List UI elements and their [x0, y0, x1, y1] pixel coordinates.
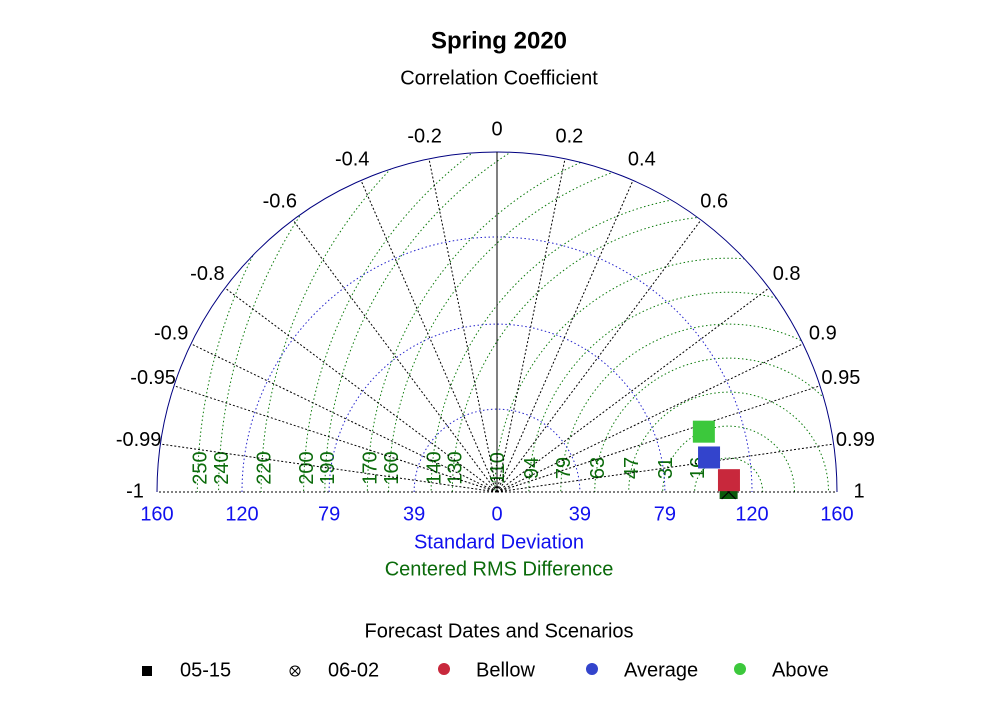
sd-ring	[413, 408, 581, 493]
sd-tick-label: 79	[318, 503, 340, 525]
legend-marker	[289, 665, 301, 677]
corr-tick-label: 0.99	[836, 429, 875, 451]
legend-marker	[142, 666, 152, 676]
rms-tick-label: 47	[621, 457, 643, 479]
corr-ray	[360, 180, 498, 493]
corr-ray	[496, 385, 821, 493]
data-point	[692, 420, 715, 443]
legend-label: Bellow	[476, 659, 535, 681]
rms-tick-label: 79	[553, 457, 575, 479]
sd-tick-label: 160	[820, 503, 853, 525]
sd-tick-label: 79	[654, 503, 676, 525]
corr-tick-label: -0.8	[190, 263, 224, 285]
corr-ray	[292, 219, 498, 493]
sd-tick-label: 120	[225, 503, 258, 525]
rms-tick-label: 250	[190, 451, 212, 484]
sd-tick-label: 0	[491, 503, 502, 525]
rms-circle	[494, 257, 837, 492]
rms-circle	[324, 152, 837, 492]
rms-tick-label: 160	[381, 451, 403, 484]
legend-marker	[438, 663, 450, 675]
sd-tick-label: 39	[569, 503, 591, 525]
rms-tick-label: 140	[423, 451, 445, 484]
corr-tick-label: -0.6	[263, 191, 297, 213]
corr-tick-label: 0.8	[773, 263, 801, 285]
corr-ray	[496, 443, 834, 493]
legend-marker	[734, 663, 746, 675]
corr-tick-label: 0.9	[809, 322, 837, 344]
corr-ray	[173, 385, 498, 493]
corr-ray	[496, 287, 770, 493]
chart-title: Spring 2020	[431, 27, 567, 54]
legend-title: Forecast Dates and Scenarios	[364, 620, 633, 642]
corr-ray	[496, 343, 804, 493]
rms-tick-label: 240	[211, 451, 233, 484]
subtitle: Correlation Coefficient	[400, 67, 598, 89]
sd-tick-label: 160	[140, 503, 173, 525]
rms-group	[196, 152, 837, 492]
corr-tick-label: 0.2	[555, 126, 583, 148]
rms-tick-label: 63	[587, 457, 609, 479]
rms-tick-label: 170	[360, 451, 382, 484]
data-point	[717, 469, 740, 492]
x-axis-label: Standard Deviation	[414, 531, 584, 553]
corr-tick-label: -0.9	[154, 322, 188, 344]
legend-label: 05-15	[180, 659, 231, 681]
legend-marker	[290, 666, 300, 676]
rms-tick-label: 190	[317, 451, 339, 484]
corr-ray	[428, 158, 498, 493]
corr-tick-label: -0.99	[116, 429, 162, 451]
legend-label: 06-02	[328, 659, 379, 681]
legend-label: Average	[624, 659, 698, 681]
corr-tick-label: 0.95	[821, 367, 860, 389]
legend-label: Above	[772, 659, 829, 681]
data-point	[698, 446, 721, 469]
rms-tick-label: 94	[521, 457, 543, 479]
corr-ray	[224, 287, 498, 493]
corr-ray	[160, 443, 498, 493]
corr-tick-label: -0.95	[130, 367, 176, 389]
sd-ring	[328, 323, 666, 493]
rms-tick-label: 31	[655, 457, 677, 479]
rms-circle	[366, 152, 837, 492]
rms-tick-label: 130	[445, 451, 467, 484]
sd-tick-label: 120	[735, 503, 768, 525]
rms-circle	[218, 152, 837, 492]
rms-circle	[528, 291, 837, 492]
corr-tick-label: -0.2	[407, 126, 441, 148]
rms-circle	[196, 152, 837, 492]
rms-circle	[260, 152, 837, 492]
corr-tick-label: 1	[853, 480, 864, 502]
corr-tick-label: -1	[126, 480, 144, 502]
corr-tick-label: 0	[491, 118, 502, 140]
legend-marker	[586, 663, 598, 675]
rms-tick-label: 220	[253, 451, 275, 484]
corr-ray	[190, 343, 498, 493]
rms-tick-label: 200	[296, 451, 318, 484]
corr-tick-label: 0.4	[628, 149, 656, 171]
corr-ray	[496, 158, 566, 493]
corr-tick-label: 0.6	[700, 191, 728, 213]
corr-ray	[496, 219, 702, 493]
corr-ray	[496, 180, 634, 493]
corr-tick-label: -0.4	[335, 149, 369, 171]
rms-tick-label: 110	[487, 452, 509, 484]
rms-label: Centered RMS Difference	[385, 558, 614, 580]
sd-tick-label: 39	[403, 503, 425, 525]
